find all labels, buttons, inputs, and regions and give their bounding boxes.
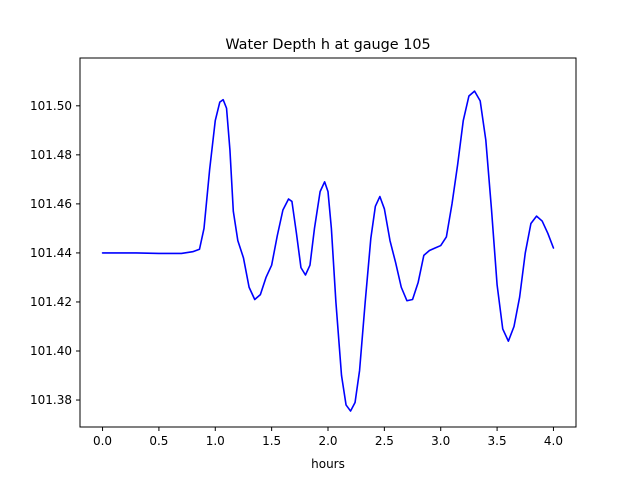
y-tick-label: 101.44 <box>30 246 72 260</box>
x-axis-label: hours <box>311 457 345 471</box>
y-tick-label: 101.38 <box>30 393 72 407</box>
x-tick-label: 0.5 <box>149 434 168 448</box>
x-tick-label: 2.0 <box>318 434 337 448</box>
x-tick-label: 2.5 <box>375 434 394 448</box>
y-axis: 101.38 101.40 101.42 101.44 101.46 101.48 101.… <box>30 99 80 407</box>
y-tick-label: 101.46 <box>30 197 72 211</box>
y-tick-label: 101.40 <box>30 344 72 358</box>
x-tick-label: 3.5 <box>488 434 507 448</box>
series-line-0 <box>101 90 555 412</box>
x-tick-label: 4.0 <box>544 434 563 448</box>
plot-area <box>79 57 577 428</box>
axes-frame <box>79 57 577 428</box>
x-axis: 0.0 0.5 1.0 1.5 2.0 2.5 3.0 3.5 4.0 <box>93 427 563 448</box>
y-tick-label: 101.50 <box>30 99 72 113</box>
y-tick-label: 101.48 <box>30 148 72 162</box>
y-tick-label: 101.42 <box>30 295 72 309</box>
x-tick-label: 1.0 <box>206 434 225 448</box>
x-tick-label: 1.5 <box>262 434 281 448</box>
x-tick-label: 0.0 <box>93 434 112 448</box>
chart-title: Water Depth h at gauge 105 <box>225 37 430 53</box>
x-tick-label: 3.0 <box>431 434 450 448</box>
